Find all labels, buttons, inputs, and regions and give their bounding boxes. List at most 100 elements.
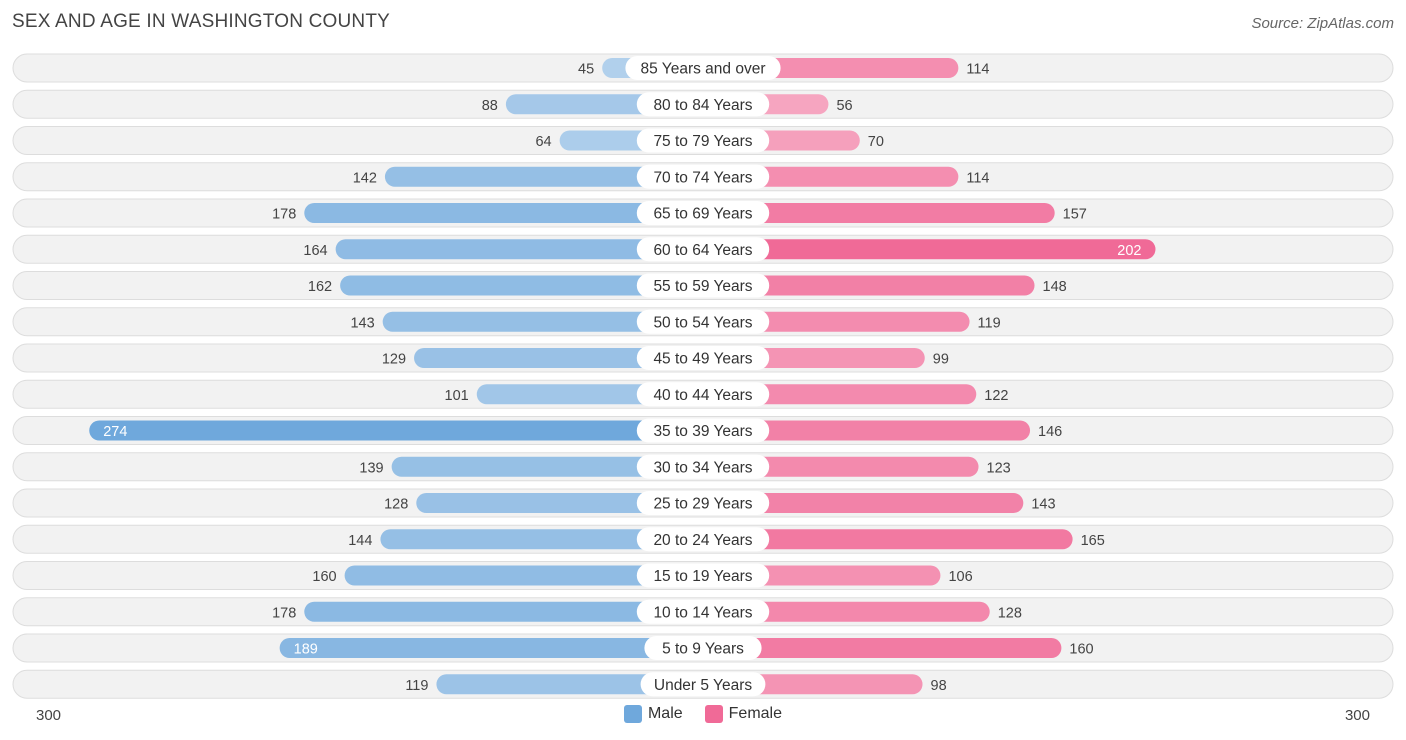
bar-female xyxy=(703,275,1035,296)
category-pill xyxy=(636,309,770,334)
bar-female xyxy=(703,638,1062,658)
value-label-male: 101 xyxy=(445,388,469,404)
category-pill xyxy=(640,672,766,697)
category-label: 20 to 24 Years xyxy=(653,532,752,549)
value-label-female: 157 xyxy=(1063,207,1087,223)
chart-title: SEX AND AGE IN WASHINGTON COUNTY xyxy=(12,11,391,32)
value-label-male: 139 xyxy=(359,460,383,476)
legend-swatch-female xyxy=(704,705,723,723)
value-label-female: 148 xyxy=(1043,279,1067,295)
category-label: 50 to 54 Years xyxy=(653,314,752,331)
bar-male xyxy=(382,311,703,332)
bar-male xyxy=(304,203,703,223)
category-label: 35 to 39 Years xyxy=(653,423,752,440)
bar-male xyxy=(340,275,703,296)
value-label-male: 119 xyxy=(405,678,428,694)
value-label-female: 128 xyxy=(998,605,1022,621)
axis-left-label: 300 xyxy=(36,707,62,724)
bar-male xyxy=(304,601,703,622)
bar-female xyxy=(703,529,1073,550)
value-label-male: 162 xyxy=(308,279,332,295)
legend-label-male: Male xyxy=(647,705,683,722)
bar-male xyxy=(391,456,703,477)
value-label-male: 45 xyxy=(578,62,594,78)
category-label: 55 to 59 Years xyxy=(653,278,752,295)
category-label: 45 to 49 Years xyxy=(653,351,752,368)
value-label-female: 143 xyxy=(1031,497,1055,513)
bar-female xyxy=(703,311,970,332)
category-pill xyxy=(636,128,770,153)
category-pill xyxy=(625,56,781,80)
bar-male xyxy=(89,420,704,441)
category-label: 30 to 34 Years xyxy=(653,459,752,476)
bar-female xyxy=(703,601,990,622)
legend-item-female[interactable]: Female xyxy=(704,705,783,723)
value-label-male: 142 xyxy=(353,170,377,186)
category-pill xyxy=(636,563,770,588)
category-pill xyxy=(636,418,770,443)
category-pill xyxy=(636,92,770,117)
bar-male xyxy=(436,674,703,695)
bar-male xyxy=(384,166,703,187)
axis-right-label: 300 xyxy=(1344,707,1370,724)
category-pill xyxy=(636,382,770,407)
value-label-male: 274 xyxy=(103,424,127,440)
category-label: 75 to 79 Years xyxy=(653,133,752,150)
value-label-male: 64 xyxy=(535,134,551,150)
value-label-female: 98 xyxy=(931,678,947,694)
value-label-female: 122 xyxy=(984,388,1008,404)
value-label-female: 146 xyxy=(1038,424,1062,440)
value-label-male: 143 xyxy=(350,315,374,331)
value-label-female: 165 xyxy=(1081,533,1105,549)
value-label-male: 128 xyxy=(384,497,408,513)
bar-female xyxy=(703,493,1024,513)
category-pill xyxy=(636,273,770,298)
value-label-male: 189 xyxy=(294,642,318,658)
bar-male xyxy=(279,638,703,658)
value-label-male: 178 xyxy=(272,605,296,621)
category-label: Under 5 Years xyxy=(654,677,752,694)
value-label-female: 70 xyxy=(868,134,884,150)
legend-item-male[interactable]: Male xyxy=(623,705,683,723)
value-label-male: 144 xyxy=(348,533,372,549)
category-label: 40 to 44 Years xyxy=(653,387,752,404)
category-label: 65 to 69 Years xyxy=(653,206,752,223)
bar-female xyxy=(703,456,979,477)
category-pill xyxy=(636,491,770,515)
category-label: 70 to 74 Years xyxy=(653,169,752,186)
value-label-male: 178 xyxy=(272,207,296,223)
category-pill xyxy=(636,237,770,262)
category-label: 25 to 29 Years xyxy=(653,496,752,513)
value-label-female: 119 xyxy=(978,315,1001,331)
value-label-female: 160 xyxy=(1069,642,1093,658)
bar-female xyxy=(703,384,977,405)
category-label: 5 to 9 Years xyxy=(662,641,744,658)
category-label: 10 to 14 Years xyxy=(653,604,752,621)
bar-male xyxy=(380,529,703,550)
category-pill xyxy=(636,201,770,225)
bar-male xyxy=(414,348,703,368)
category-label: 85 Years and over xyxy=(641,61,766,78)
value-label-male: 129 xyxy=(382,352,406,368)
category-pill xyxy=(636,164,770,189)
chart-source: Source: ZipAtlas.com xyxy=(1251,15,1394,32)
legend-label-female: Female xyxy=(728,705,783,722)
bar-female xyxy=(703,420,1031,441)
category-label: 15 to 19 Years xyxy=(653,568,752,585)
bar-male xyxy=(344,565,703,586)
category-pill xyxy=(636,454,770,479)
legend: Male Female xyxy=(0,705,1406,723)
category-pill xyxy=(636,346,770,370)
category-label: 80 to 84 Years xyxy=(653,97,752,114)
value-label-female: 123 xyxy=(987,460,1011,476)
value-label-female: 114 xyxy=(966,62,989,78)
bar-female xyxy=(703,203,1055,223)
value-label-female: 202 xyxy=(1117,243,1141,259)
value-label-female: 114 xyxy=(966,170,989,186)
bar-female xyxy=(703,239,1156,260)
bar-male xyxy=(416,493,703,513)
value-label-male: 164 xyxy=(303,243,327,259)
value-label-female: 99 xyxy=(933,352,949,368)
